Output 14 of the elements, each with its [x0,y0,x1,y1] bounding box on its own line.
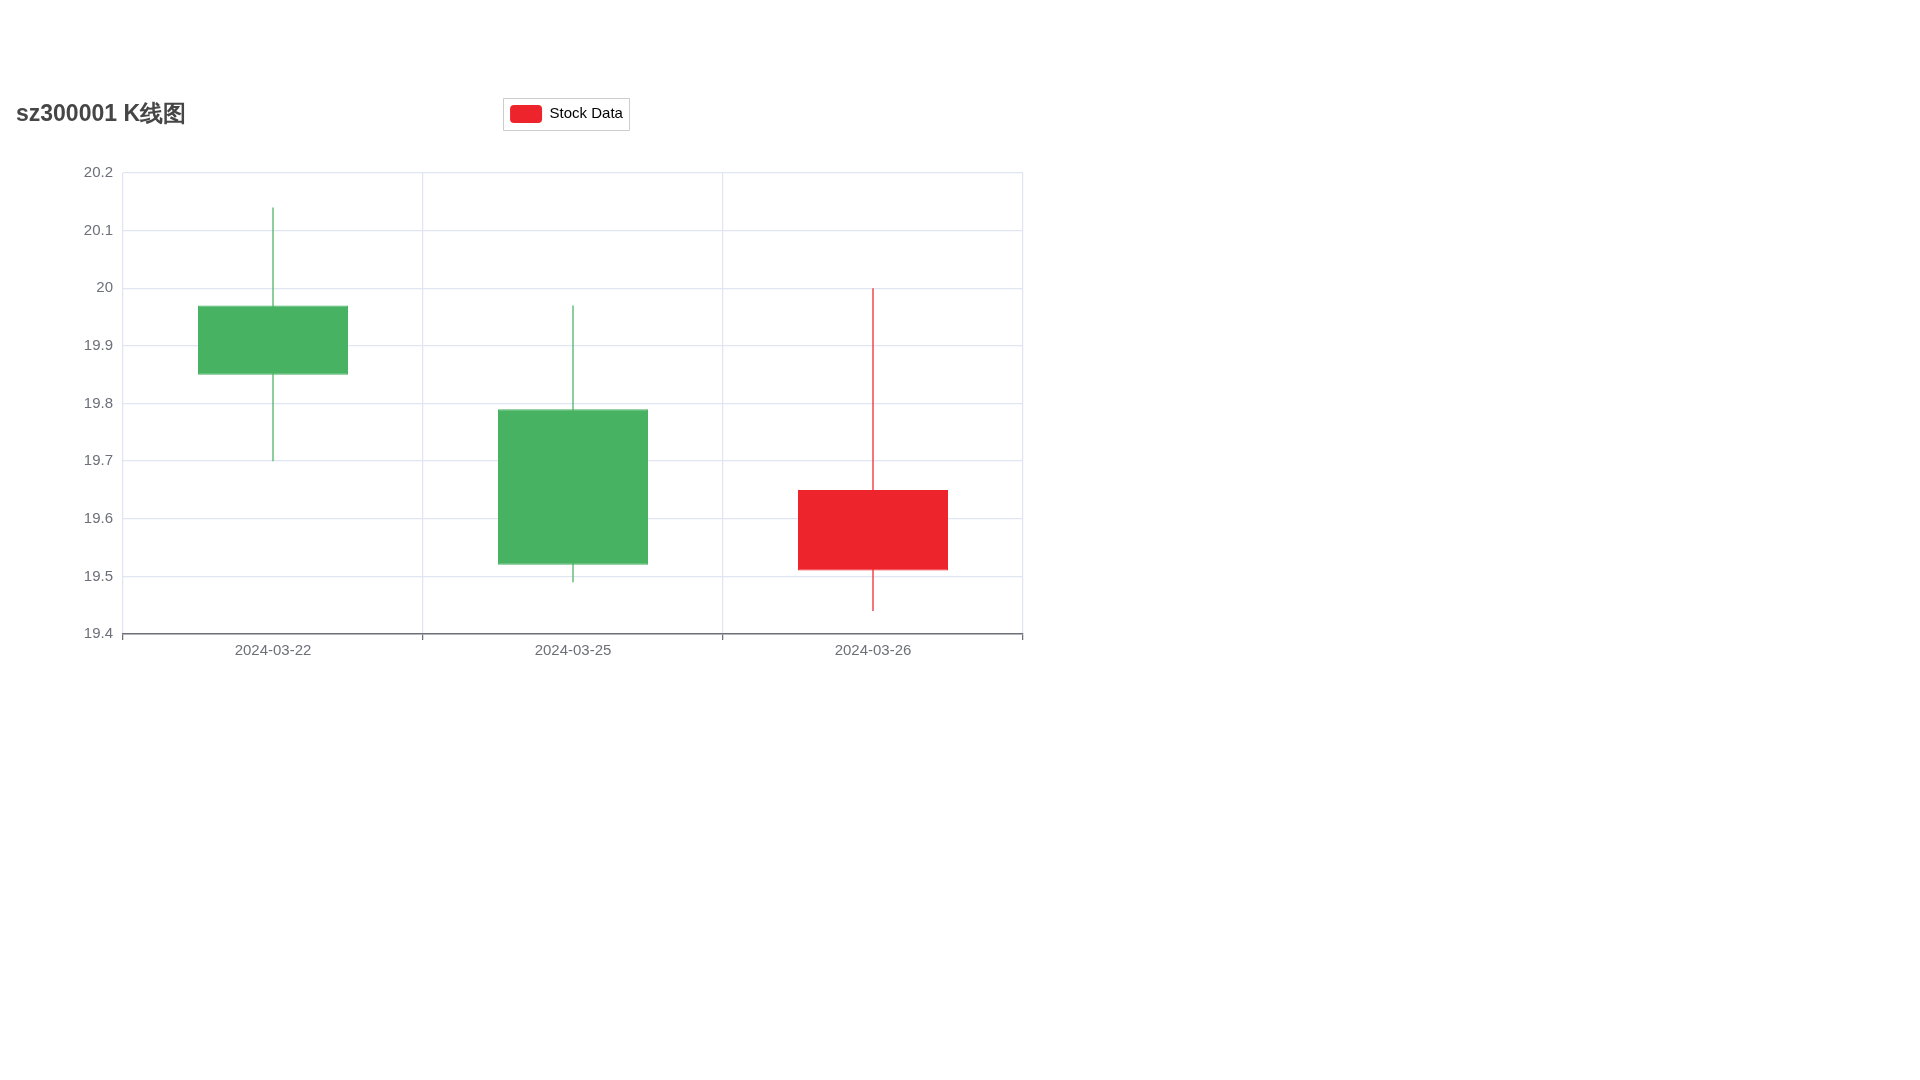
y-tick-label: 19.5 [83,566,113,584]
y-tick-label: 20.2 [83,163,113,181]
chart-title: sz300001 K线图 [16,100,187,126]
x-tick-label: 2024-03-22 [234,641,312,659]
y-tick-label: 19.7 [83,451,113,469]
y-tick-label: 19.4 [83,624,113,642]
x-tick-label: 2024-03-26 [834,641,912,659]
y-tick-label: 19.8 [83,393,113,411]
y-tick-label: 20.1 [83,220,113,238]
legend-label: Stock Data [549,104,624,122]
y-tick-label: 19.9 [83,336,113,354]
y-tick-label: 20 [96,278,113,296]
y-tick-label: 19.6 [83,508,113,526]
x-tick-label: 2024-03-25 [534,641,612,659]
